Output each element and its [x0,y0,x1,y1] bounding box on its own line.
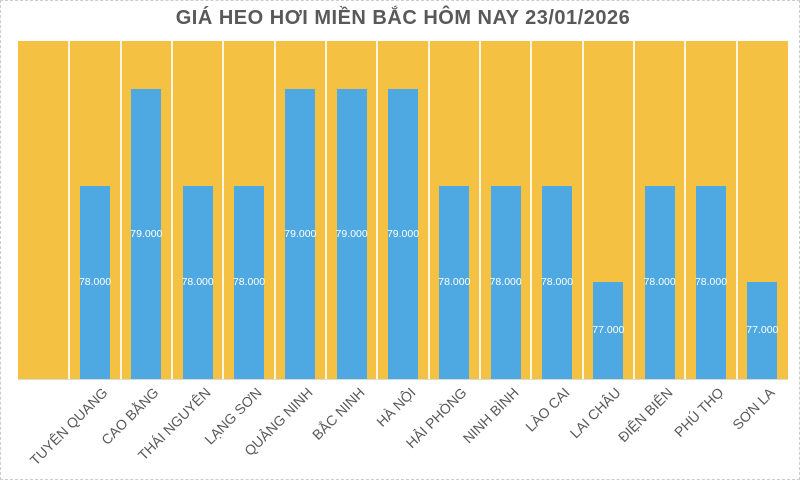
bar: 78.000 [78,186,112,379]
x-axis-label: LẠNG SƠN [201,384,265,448]
chart-title: GIÁ HEO HƠI MIỀN BẮC HÔM NAY 23/01/2026 [175,7,631,29]
bar: 79.000 [386,89,420,379]
x-axis-label: ĐIỆN BIÊN [614,384,676,446]
bar-value-label: 78.000 [232,276,266,289]
gridline [171,41,173,379]
gridline [119,41,122,379]
bar: 79.000 [335,89,368,379]
x-axis-label: THÁI NGUYÊN [134,384,214,464]
x-axis-label: HÀ NỘI [373,384,419,430]
bar: 78.000 [489,186,522,379]
bar: 79.000 [284,89,317,379]
bar: 77.000 [746,282,779,379]
gridline [633,41,635,379]
bar: 78.000 [438,186,471,379]
bar: 78.000 [643,186,676,379]
x-axis-label: SƠN LA [729,384,778,433]
x-axis-label: HẢI PHÒNG [403,384,470,452]
gridline [427,41,430,379]
gridline [530,41,533,379]
bar-value-label: 77.000 [746,324,779,337]
bar-value-label: 78.000 [181,276,214,289]
bar: 78.000 [181,186,214,379]
bar-value-label: 78.000 [643,276,676,289]
gridline [68,41,71,379]
bar-value-label: 79.000 [335,227,368,240]
bar-value-label: 79.000 [284,227,317,240]
x-axis-label: LAI CHÂU [566,384,624,442]
bar-value-label: 77.000 [592,324,625,337]
gridline [581,41,584,379]
bar-value-label: 79.000 [130,227,163,240]
bar: 79.000 [130,89,163,379]
gridline [273,41,276,379]
gridline [684,41,687,379]
x-axis-label: TUYÊN QUANG [26,384,111,469]
x-axis-label: NINH BÌNH [459,384,522,447]
x-axis-label: BẮC NINH [308,384,368,443]
x-axis-label: LÀO CAI [522,384,573,435]
bar-value-label: 79.000 [386,227,420,240]
bar: 78.000 [694,186,728,379]
gridline [735,41,738,379]
x-axis-label: QUẢNG NINH [241,384,316,459]
bar: 77.000 [592,282,625,379]
bar-value-label: 78.000 [438,276,471,289]
x-axis-label: PHÚ THỌ [670,384,727,440]
bar-value-label: 78.000 [489,276,522,289]
bar-value-label: 78.000 [540,276,574,289]
bar-value-label: 78.000 [694,276,728,289]
gridline [479,41,481,379]
x-axis-label: CAO BẰNG [98,384,162,448]
gridline [376,41,379,379]
gridline [222,41,225,379]
bar: 78.000 [232,186,266,379]
bar: 78.000 [540,186,574,379]
bar-value-label: 78.000 [78,276,112,289]
plot-area: 78.000 79.000 78.000 78.000 79.000 79.000 79.0… [18,41,788,380]
gridline [325,41,327,379]
